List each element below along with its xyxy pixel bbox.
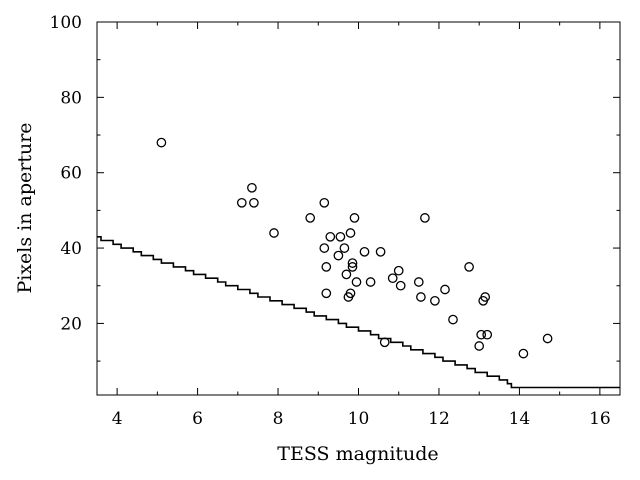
data-point: [321, 262, 332, 272]
data-point: [319, 197, 330, 208]
data-point: [474, 341, 485, 351]
y-tick-label: 20: [60, 314, 82, 334]
data-point: [379, 337, 390, 348]
x-tick-label: 4: [112, 409, 123, 429]
data-point: [413, 277, 424, 287]
plot-frame: [96, 21, 621, 396]
data-point: [269, 228, 279, 238]
data-point: [464, 262, 474, 272]
x-tick-label: 8: [273, 409, 284, 429]
data-point: [359, 246, 370, 257]
data-point: [420, 213, 430, 223]
data-point: [305, 213, 316, 223]
data-point: [440, 284, 450, 295]
x-tick-label: 16: [589, 409, 611, 429]
data-point: [333, 250, 344, 261]
axis-ticks: [97, 21, 620, 395]
data-point: [335, 231, 346, 242]
data-point: [345, 288, 356, 299]
data-point: [448, 314, 458, 325]
data-point: [236, 197, 247, 208]
y-tick-label: 100: [50, 13, 82, 33]
y-tick-label: 80: [60, 88, 82, 108]
data-point: [341, 269, 352, 280]
data-point: [325, 231, 336, 242]
x-tick-label: 14: [509, 409, 531, 429]
y-axis-label: Pixels in aperture: [14, 122, 36, 293]
y-tick-label: 60: [60, 164, 82, 184]
selection-threshold-line: [97, 236, 620, 389]
data-point: [518, 348, 529, 359]
axis-tick-labels: 4 6 8 10 12 14 16 20 40 60 80 100: [50, 13, 611, 429]
data-point: [393, 265, 404, 276]
y-tick-label: 40: [60, 239, 82, 259]
data-point: [319, 243, 330, 253]
x-axis-label: TESS magnitude: [277, 443, 438, 465]
data-point: [351, 277, 362, 287]
data-point: [375, 246, 386, 257]
data-point: [395, 280, 406, 291]
data-point: [347, 258, 358, 268]
data-point: [247, 182, 257, 193]
data-point: [416, 292, 426, 302]
data-point: [345, 228, 356, 238]
x-tick-label: 12: [428, 409, 450, 429]
data-point: [349, 213, 360, 223]
data-point: [480, 292, 491, 302]
threshold-step-line: [97, 236, 620, 389]
scatter-points: [156, 137, 553, 359]
data-point: [542, 333, 553, 344]
data-point: [347, 262, 358, 272]
x-tick-label: 6: [192, 409, 203, 429]
data-point: [476, 329, 487, 340]
data-point: [321, 288, 332, 299]
data-point: [365, 277, 376, 287]
data-point: [387, 273, 398, 284]
data-point: [249, 197, 259, 208]
data-point: [156, 137, 167, 148]
data-point: [430, 295, 440, 306]
data-point: [339, 243, 350, 253]
data-point: [482, 329, 493, 340]
x-tick-label: 10: [348, 409, 370, 429]
